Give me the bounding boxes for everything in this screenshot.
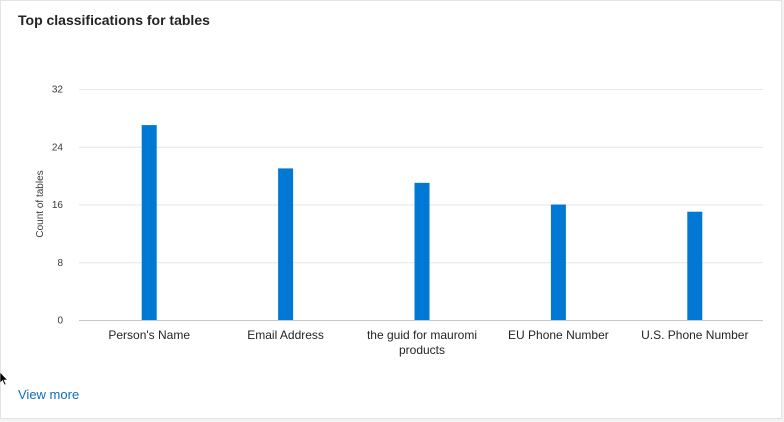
bar[interactable] (414, 182, 430, 320)
x-axis-labels: Person's Name Email Address the guid for m… (108, 328, 748, 357)
bar-chart: 0 8 16 24 32 Person's Name Email Address the g… (35, 85, 763, 357)
y-tick-label: 8 (57, 258, 63, 269)
y-tick-label: 32 (52, 85, 64, 96)
x-tick-label: EU Phone Number (508, 328, 609, 342)
y-tick-label: 16 (52, 200, 64, 211)
y-tick-label: 24 (52, 142, 64, 153)
bar[interactable] (278, 168, 294, 320)
mouse-pointer-icon (0, 372, 8, 386)
view-more-link[interactable]: View more (18, 387, 80, 402)
bar[interactable] (687, 211, 703, 320)
bar[interactable] (550, 204, 566, 321)
card-title: Top classifications for tables (18, 12, 210, 28)
x-tick-label: Email Address (247, 328, 324, 342)
bar[interactable] (141, 125, 157, 320)
x-tick-label: U.S. Phone Number (641, 328, 748, 342)
y-axis-ticks: 0 8 16 24 32 (52, 85, 64, 327)
x-tick-label: the guid for mauromi products (367, 328, 477, 357)
y-axis-title: Count of tables (35, 170, 46, 237)
x-tick-label: Person's Name (108, 328, 190, 342)
y-tick-label: 0 (57, 316, 63, 327)
bars (141, 125, 703, 321)
